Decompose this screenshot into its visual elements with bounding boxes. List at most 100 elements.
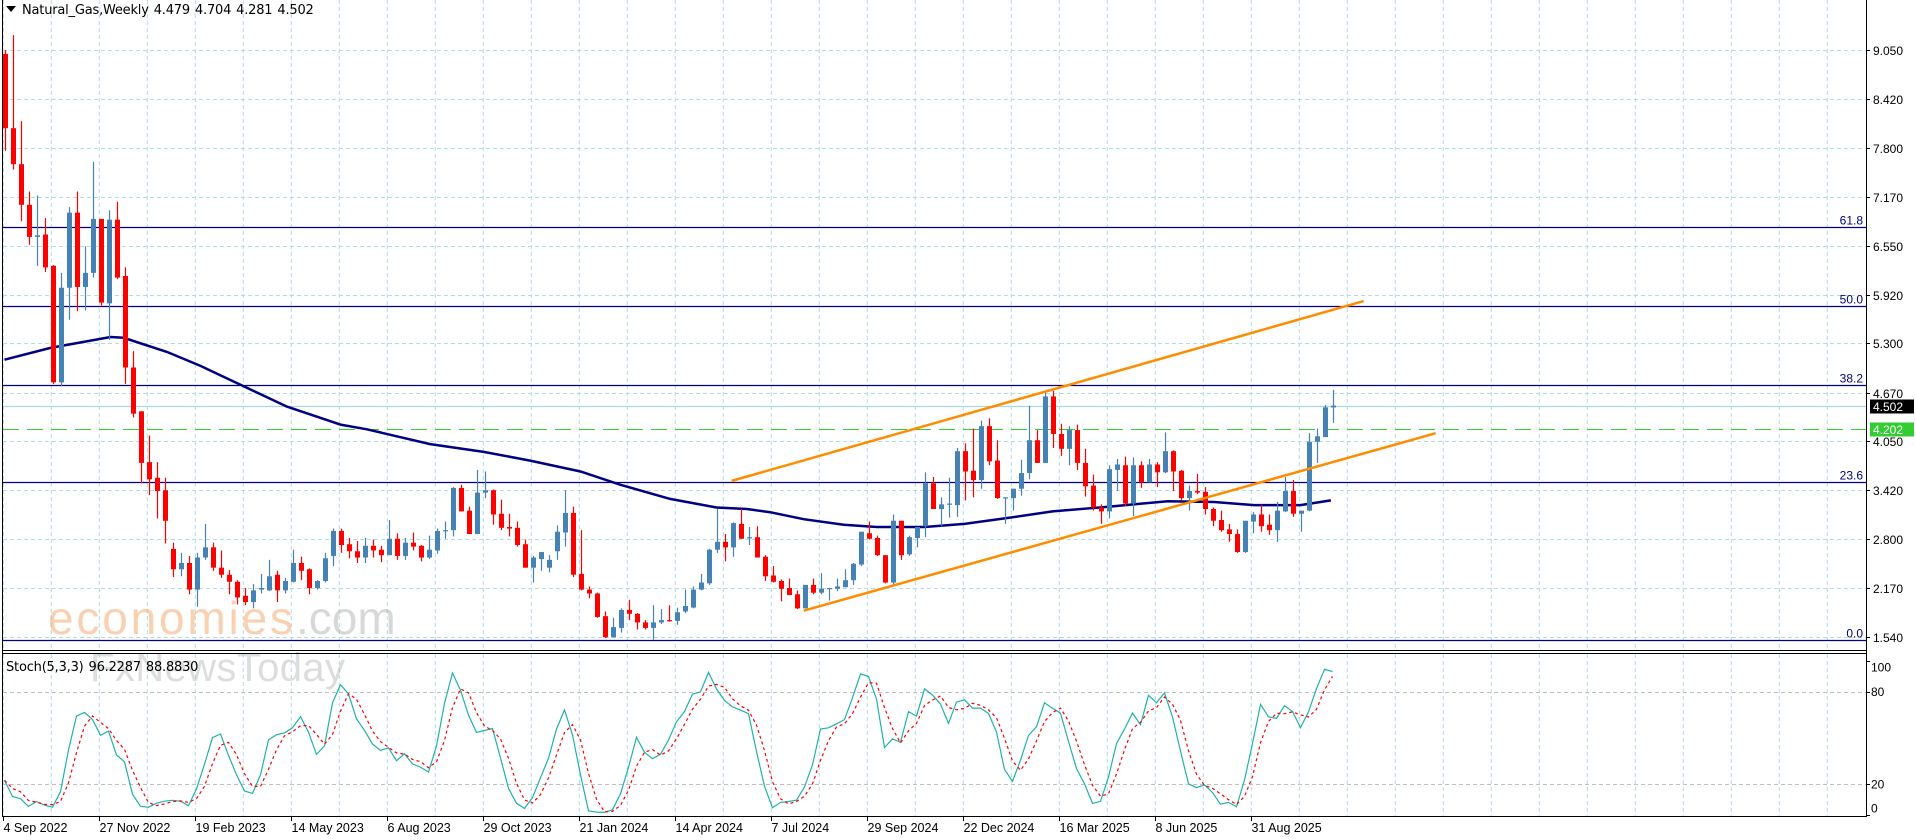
candle[interactable] xyxy=(3,50,8,151)
candle[interactable] xyxy=(523,539,528,568)
candle[interactable] xyxy=(1171,450,1176,492)
candle[interactable] xyxy=(91,161,96,278)
candle[interactable] xyxy=(531,555,536,583)
candle[interactable] xyxy=(323,552,328,583)
candle[interactable] xyxy=(1307,433,1312,512)
candle[interactable] xyxy=(1195,473,1200,495)
candle[interactable] xyxy=(83,246,88,311)
candle[interactable] xyxy=(643,620,648,630)
candle[interactable] xyxy=(771,566,776,583)
candle[interactable] xyxy=(1035,430,1040,463)
candle[interactable] xyxy=(883,555,888,584)
candle[interactable] xyxy=(35,195,40,266)
candle[interactable] xyxy=(731,522,736,557)
candle[interactable] xyxy=(651,605,656,640)
candle[interactable] xyxy=(1291,480,1296,517)
candle[interactable] xyxy=(763,555,768,581)
candle[interactable] xyxy=(515,521,520,547)
candle[interactable] xyxy=(1147,458,1152,483)
candle[interactable] xyxy=(467,506,472,535)
candle[interactable] xyxy=(227,570,232,595)
candle[interactable] xyxy=(379,545,384,563)
candle[interactable] xyxy=(995,440,1000,499)
candle[interactable] xyxy=(635,613,640,630)
candle[interactable] xyxy=(691,586,696,609)
candle[interactable] xyxy=(1187,485,1192,511)
candle[interactable] xyxy=(267,559,272,592)
candle[interactable] xyxy=(1019,459,1024,496)
candle[interactable] xyxy=(387,519,392,556)
candle[interactable] xyxy=(371,539,376,558)
candle[interactable] xyxy=(755,526,760,558)
candle[interactable] xyxy=(819,573,824,595)
candle[interactable] xyxy=(427,535,432,560)
candle[interactable] xyxy=(219,550,224,578)
candle[interactable] xyxy=(683,589,688,614)
trend-channel-upper-line[interactable] xyxy=(731,299,1365,483)
candle[interactable] xyxy=(1227,523,1232,542)
candle[interactable] xyxy=(1251,512,1256,534)
candle[interactable] xyxy=(723,534,728,562)
time-axis[interactable]: 4 Sep 2022 27 Nov 2022 19 Feb 2023 14 May 2… xyxy=(3,816,1322,835)
candle[interactable] xyxy=(395,533,400,560)
candle[interactable] xyxy=(1027,405,1032,480)
candle[interactable] xyxy=(1083,448,1088,497)
candle[interactable] xyxy=(155,462,160,519)
candle[interactable] xyxy=(859,531,864,567)
candle[interactable] xyxy=(923,472,928,538)
candle[interactable] xyxy=(931,476,936,510)
candle[interactable] xyxy=(411,532,416,551)
candle[interactable] xyxy=(675,607,680,625)
candle[interactable] xyxy=(1131,457,1136,517)
candle[interactable] xyxy=(1299,510,1304,532)
candle[interactable] xyxy=(99,218,104,306)
candle[interactable] xyxy=(43,218,48,273)
candle[interactable] xyxy=(579,530,584,591)
candle[interactable] xyxy=(619,608,624,633)
candle[interactable] xyxy=(75,191,80,312)
collapse-triangle-icon[interactable] xyxy=(6,6,16,12)
candle[interactable] xyxy=(667,605,672,622)
candle[interactable] xyxy=(491,489,496,525)
candle[interactable] xyxy=(1075,424,1080,470)
trend-channel-lower-line[interactable] xyxy=(803,431,1437,612)
candle[interactable] xyxy=(123,267,128,384)
candle[interactable] xyxy=(1091,474,1096,511)
candle[interactable] xyxy=(1139,461,1144,488)
candle[interactable] xyxy=(939,497,944,527)
candle[interactable] xyxy=(1323,405,1328,438)
candle[interactable] xyxy=(891,514,896,585)
candle[interactable] xyxy=(1163,432,1168,474)
candle[interactable] xyxy=(19,121,24,222)
candle[interactable] xyxy=(259,573,264,594)
candle[interactable] xyxy=(1099,504,1104,524)
candle[interactable] xyxy=(115,201,120,280)
candle[interactable] xyxy=(459,484,464,512)
candle[interactable] xyxy=(355,541,360,563)
candle[interactable] xyxy=(835,578,840,592)
candle[interactable] xyxy=(339,528,344,553)
candle[interactable] xyxy=(715,509,720,553)
candle[interactable] xyxy=(51,265,56,384)
candle[interactable] xyxy=(299,556,304,581)
candle[interactable] xyxy=(11,35,16,170)
candle[interactable] xyxy=(955,448,960,517)
candle[interactable] xyxy=(899,520,904,560)
candle[interactable] xyxy=(795,590,800,610)
candle[interactable] xyxy=(1219,510,1224,532)
candle[interactable] xyxy=(1267,514,1272,535)
candle[interactable] xyxy=(539,552,544,571)
candle[interactable] xyxy=(1235,529,1240,553)
candle[interactable] xyxy=(163,477,168,544)
candle[interactable] xyxy=(803,584,808,609)
candle[interactable] xyxy=(1115,458,1120,492)
candle[interactable] xyxy=(699,573,704,591)
candle[interactable] xyxy=(1011,488,1016,511)
candle[interactable] xyxy=(843,569,848,588)
candle[interactable] xyxy=(179,552,184,577)
candle[interactable] xyxy=(1211,507,1216,527)
candle[interactable] xyxy=(507,513,512,537)
candle[interactable] xyxy=(1107,465,1112,519)
candle[interactable] xyxy=(435,528,440,554)
candle[interactable] xyxy=(979,420,984,489)
